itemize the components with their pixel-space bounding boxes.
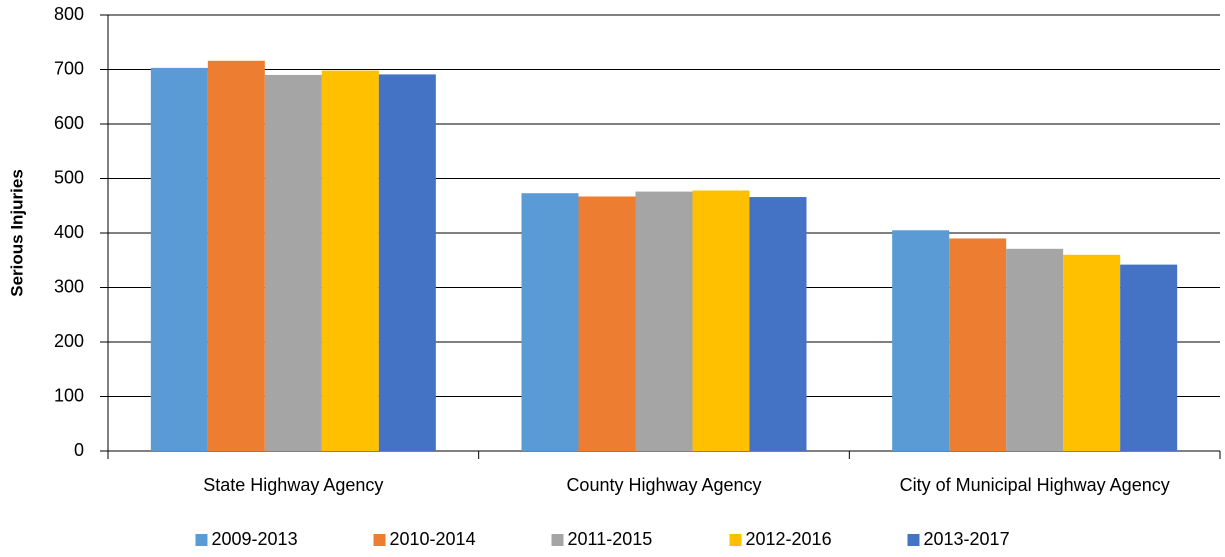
bar: [892, 230, 950, 451]
y-tick-label: 600: [54, 113, 84, 133]
bar: [1006, 248, 1064, 451]
bar: [1063, 254, 1121, 451]
bar: [1120, 264, 1178, 451]
y-axis-label: Serious Injuries: [7, 169, 26, 297]
bar: [949, 238, 1007, 451]
bar: [521, 193, 579, 451]
legend-label: 2010-2014: [390, 529, 476, 549]
bar: [321, 70, 379, 451]
bar: [635, 191, 693, 451]
x-tick-label: City of Municipal Highway Agency: [900, 475, 1170, 495]
legend-label: 2009-2013: [212, 529, 298, 549]
bar: [692, 190, 750, 452]
y-tick-label: 400: [54, 222, 84, 242]
y-tick-label: 300: [54, 276, 84, 296]
bar: [578, 196, 636, 451]
bar: [207, 60, 265, 451]
legend-label: 2012-2016: [746, 529, 832, 549]
legend-swatch: [195, 534, 208, 546]
legend-swatch: [373, 534, 386, 546]
legend-label: 2011-2015: [568, 529, 653, 549]
x-tick-label: County Highway Agency: [566, 475, 761, 495]
bar: [264, 74, 322, 451]
bar: [150, 67, 208, 452]
y-tick-label: 200: [54, 331, 84, 351]
bar: [749, 197, 807, 451]
y-tick-label: 800: [54, 4, 84, 24]
bar: [378, 74, 436, 451]
x-tick-label: State Highway Agency: [203, 475, 383, 495]
legend-label: 2013-2017: [924, 529, 1010, 549]
y-tick-label: 0: [74, 440, 84, 460]
legend-swatch: [729, 534, 742, 546]
y-tick-label: 700: [54, 58, 84, 78]
legend-swatch: [551, 534, 564, 546]
y-tick-label: 500: [54, 167, 84, 187]
legend-swatch: [907, 534, 920, 546]
y-tick-label: 100: [54, 385, 84, 405]
